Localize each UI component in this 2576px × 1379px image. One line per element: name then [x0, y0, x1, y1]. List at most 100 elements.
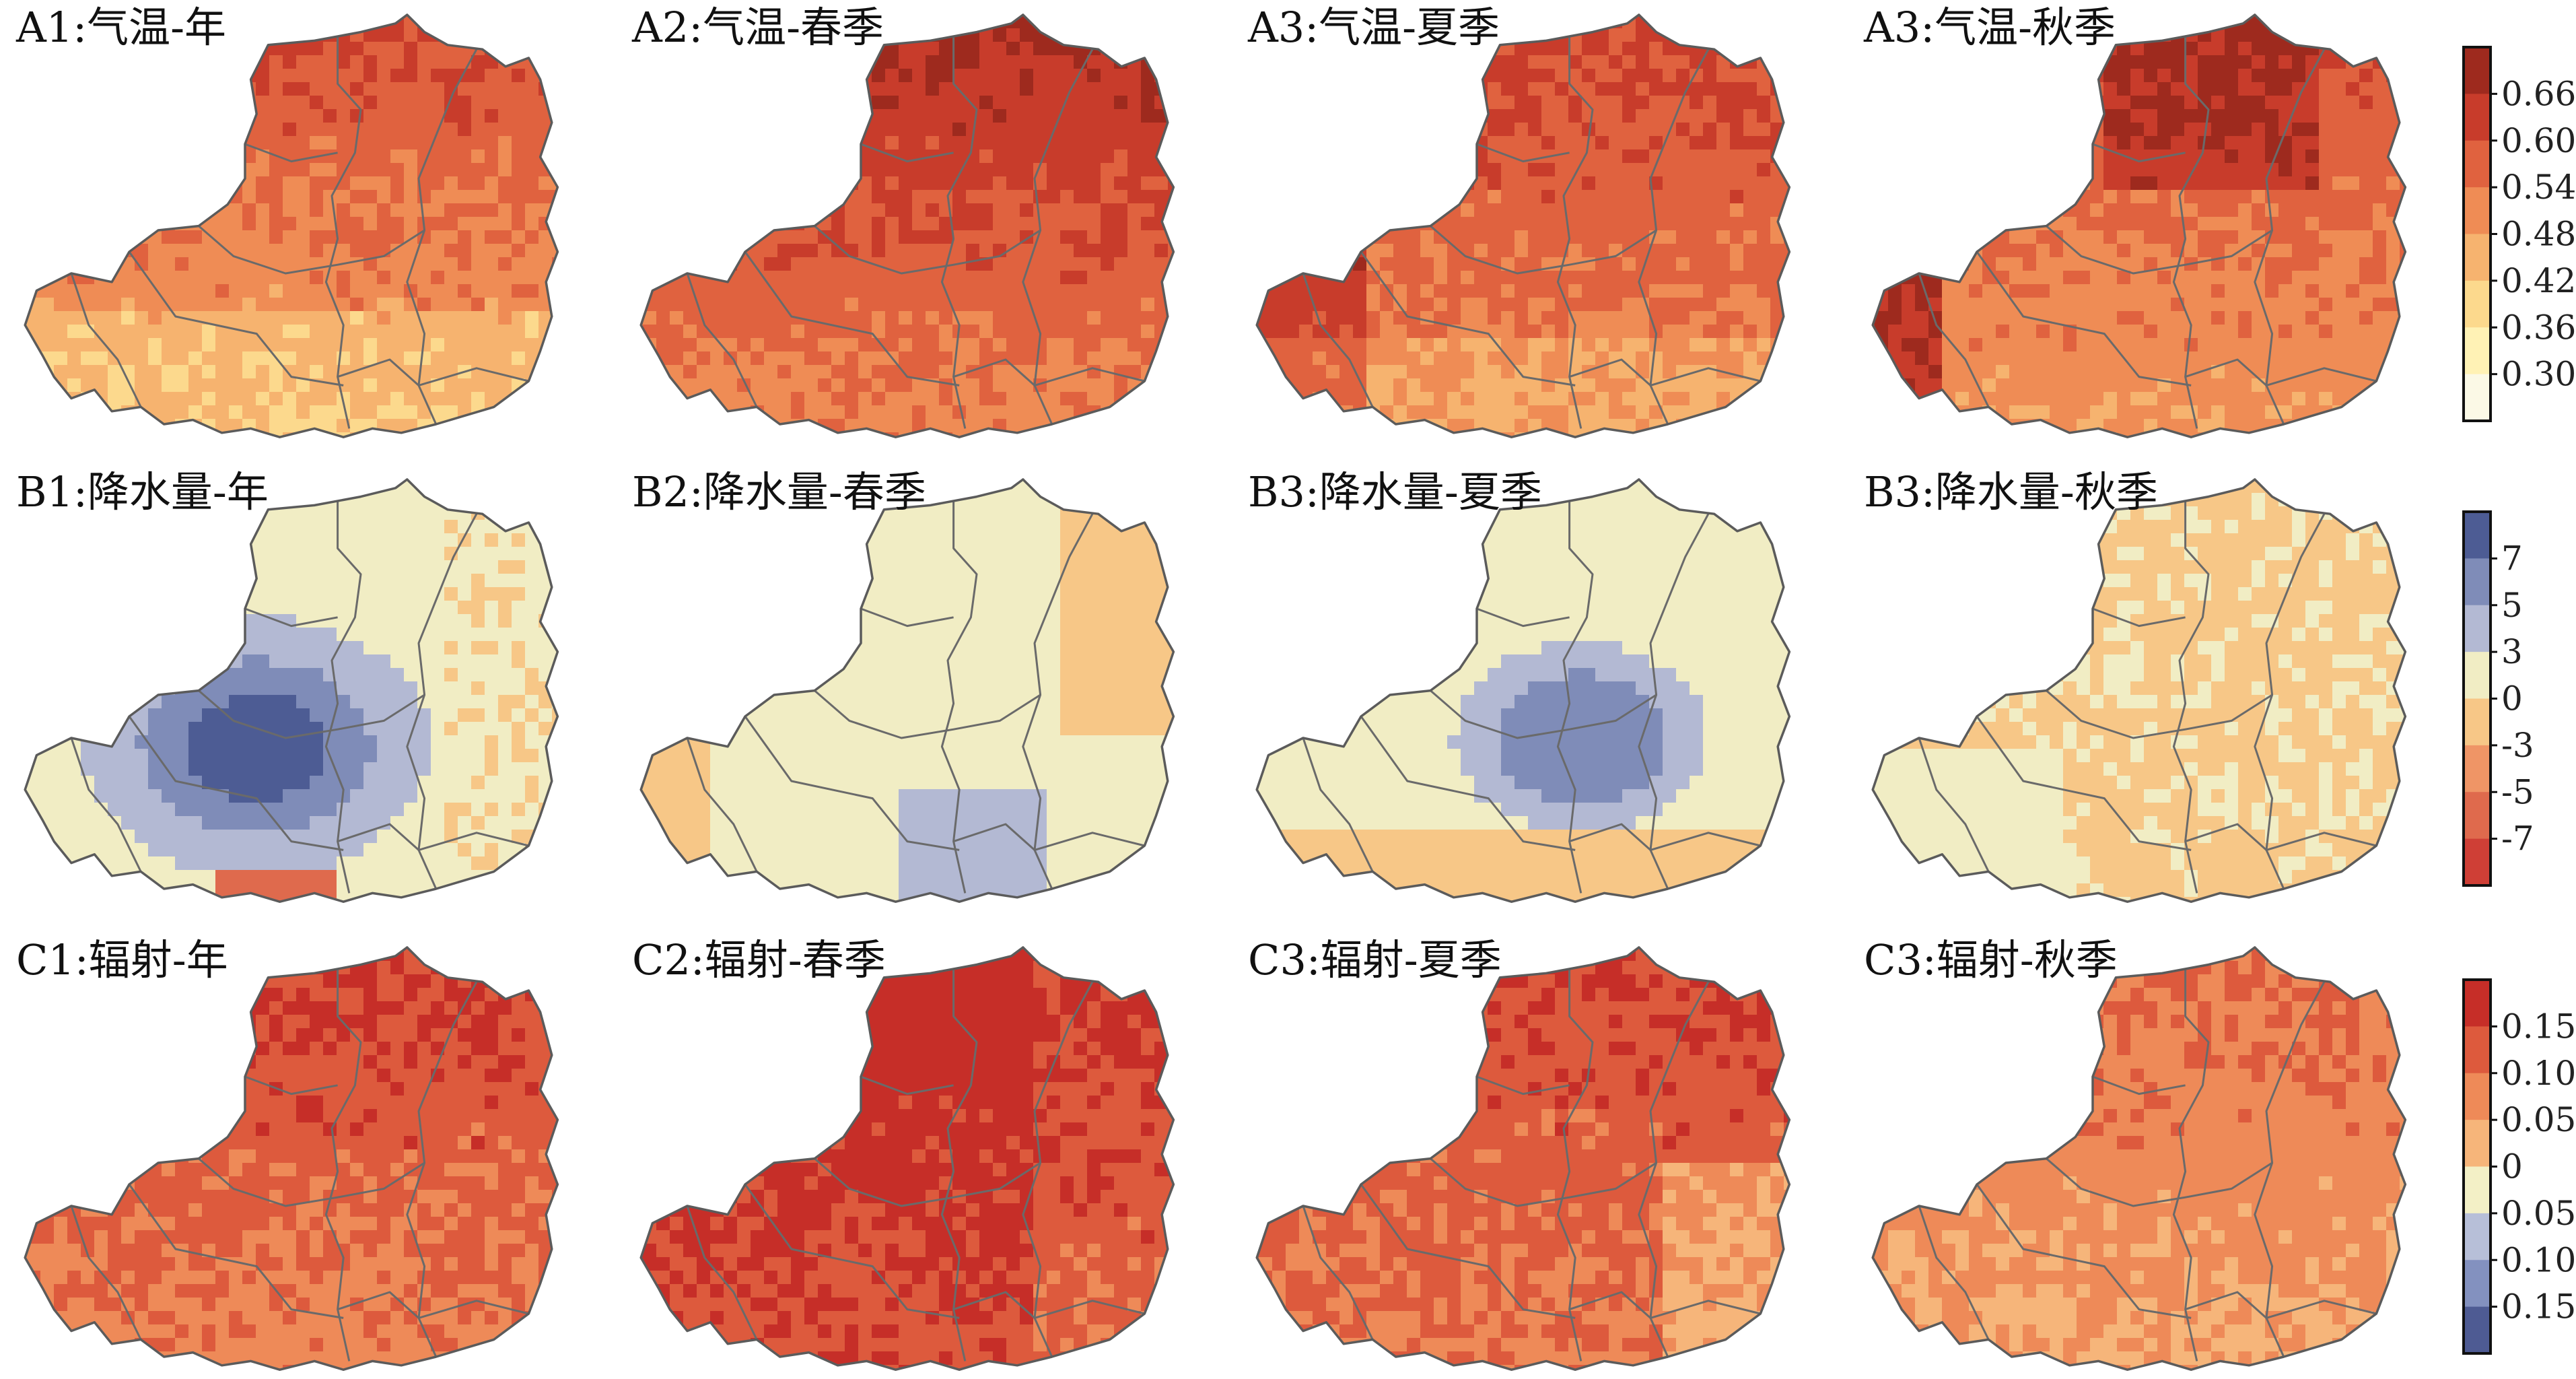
colorbar-tick-label: 0.42 — [2501, 261, 2576, 300]
province-boundary — [1569, 358, 1761, 386]
colorbar-tick-label: 5 — [2501, 586, 2523, 625]
province-boundary — [2185, 823, 2377, 851]
colorbar-swatch — [2464, 512, 2491, 559]
province-boundary — [2185, 1291, 2377, 1319]
province-boundary — [860, 607, 954, 628]
colorbar-swatch — [2464, 1073, 2491, 1120]
province-boundary — [324, 36, 362, 429]
colorbar-swatch — [2464, 838, 2491, 886]
province-boundary — [1476, 143, 1570, 163]
colorbar-swatch — [2464, 94, 2491, 141]
province-boundary — [1476, 607, 1570, 628]
panel-title: A3:气温-秋季 — [1863, 3, 2116, 52]
panel-title: C2:辐射-春季 — [632, 935, 886, 984]
province-boundary — [1976, 716, 2192, 851]
colorbar-swatch — [2464, 1306, 2491, 1354]
map-raster — [641, 479, 1174, 902]
region-outline — [639, 946, 1175, 1371]
colorbar-tick-label: 0.10 — [2501, 1240, 2576, 1279]
region-outline — [24, 946, 559, 1371]
map-panel-10: C2:辐射-春季 — [632, 935, 1175, 1371]
colorbar-swatch — [2464, 792, 2491, 840]
province-boundary — [744, 1184, 960, 1319]
colorbar-swatch — [2464, 1026, 2491, 1074]
panel-title: B2:降水量-春季 — [632, 467, 926, 516]
region-outline — [1255, 478, 1791, 903]
colorbar-swatch — [2464, 187, 2491, 234]
colorbar-3: 0.15 0.10 0.05 0 0.05 0.10 0.15 — [2462, 978, 2576, 1355]
province-boundary — [940, 969, 978, 1361]
colorbar-swatch — [2464, 47, 2491, 94]
province-boundary — [1302, 1205, 1374, 1341]
province-boundary — [2172, 36, 2210, 429]
province-boundary — [70, 1205, 142, 1341]
province-boundary — [2092, 1075, 2186, 1096]
province-boundary — [2046, 690, 2273, 739]
colorbar-swatch — [2464, 280, 2491, 328]
province-boundary — [198, 225, 425, 275]
colorbar-tick-label: 0.60 — [2501, 121, 2576, 160]
colorbar-tick-label: 0 — [2501, 679, 2523, 718]
colorbar-tick-label: 0.05 — [2501, 1100, 2576, 1139]
province-boundary — [128, 251, 344, 386]
panel-title: B3:降水量-夏季 — [1248, 467, 1542, 516]
map-raster — [1257, 15, 1790, 438]
province-boundary — [814, 690, 1041, 739]
province-boundary — [940, 501, 978, 894]
province-boundary — [1556, 36, 1594, 429]
province-boundary — [940, 36, 978, 429]
province-boundary — [1976, 1184, 2192, 1319]
province-boundary — [128, 716, 344, 851]
province-boundary — [953, 823, 1145, 851]
colorbar-1: 0.66 0.60 0.54 0.48 0.42 0.36 0.30 — [2462, 46, 2576, 422]
colorbar-tick-label: 7 — [2501, 539, 2523, 578]
province-boundary — [2185, 358, 2377, 386]
colorbar-tick-label: -3 — [2501, 726, 2534, 765]
map-panel-4: A3:气温-秋季 — [1863, 3, 2407, 438]
map-raster — [641, 947, 1174, 1370]
province-boundary — [2046, 1157, 2273, 1207]
colorbar-tick-label: 0.48 — [2501, 215, 2576, 254]
region-outline — [1255, 946, 1791, 1371]
province-boundary — [324, 501, 362, 894]
map-panel-5: B1:降水量-年 — [16, 467, 559, 903]
map-raster — [1257, 947, 1790, 1370]
province-boundary — [337, 1291, 529, 1319]
map-panel-2: A2:气温-春季 — [631, 3, 1175, 438]
panel-title: A2:气温-春季 — [631, 3, 884, 52]
panel-title: C1:辐射-年 — [16, 935, 228, 984]
colorbars: 0.66 0.60 0.54 0.48 0.42 0.36 0.30 7 5 3 0 -3 -5 -7 0.… — [2462, 46, 2576, 1355]
map-panel-12: C3:辐射-秋季 — [1864, 935, 2407, 1371]
colorbar-tick-label: 0.10 — [2501, 1054, 2576, 1093]
province-boundary — [1918, 737, 1990, 873]
province-boundary — [324, 969, 362, 1361]
map-panel-8: B3:降水量-秋季 — [1864, 467, 2407, 903]
colorbar-tick-label: -5 — [2501, 772, 2534, 811]
colorbar-swatch — [2464, 605, 2491, 652]
map-raster — [1873, 479, 2406, 902]
colorbar-tick-label: 0.15 — [2501, 1007, 2576, 1046]
province-boundary — [953, 1291, 1145, 1319]
province-boundary — [1918, 273, 1990, 408]
panel-title: B3:降水量-秋季 — [1864, 467, 2158, 516]
province-boundary — [1360, 716, 1576, 851]
panel-title: B1:降水量-年 — [16, 467, 269, 516]
province-boundary — [686, 737, 758, 873]
map-raster — [641, 15, 1174, 438]
province-boundary — [1430, 1157, 1657, 1207]
map-panel-9: C1:辐射-年 — [16, 935, 559, 1371]
region-outline — [1871, 478, 2407, 903]
colorbar-swatch — [2464, 745, 2491, 793]
province-boundary — [1302, 737, 1374, 873]
province-boundary — [860, 143, 954, 163]
province-boundary — [1360, 251, 1576, 386]
province-boundary — [2046, 225, 2273, 275]
province-boundary — [337, 823, 529, 851]
colorbar-tick-label: 3 — [2501, 632, 2523, 671]
province-boundary — [2172, 501, 2210, 894]
panel-title: A3:气温-夏季 — [1247, 3, 1500, 52]
province-boundary — [128, 1184, 344, 1319]
colorbar-tick-label: 0.15 — [2501, 1287, 2576, 1326]
region-outline — [24, 478, 559, 903]
